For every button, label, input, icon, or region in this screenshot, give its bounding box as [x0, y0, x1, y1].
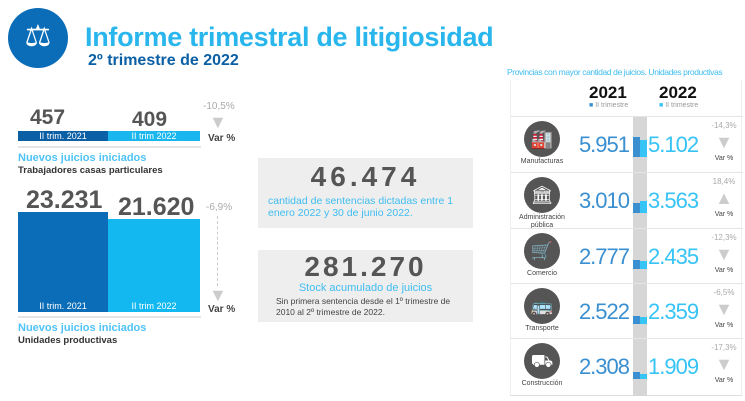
bar-2022: [640, 140, 647, 157]
sub-label: II trimestre: [665, 102, 699, 109]
arrow-down-icon: ▼: [715, 132, 733, 152]
dashed-line: [217, 216, 218, 286]
section-title: Nuevos juicios iniciados: [18, 152, 147, 164]
var-label: Var %: [208, 133, 236, 144]
bar-label: II trim 2022: [131, 301, 177, 311]
row-label: Manufacturas: [520, 158, 564, 165]
center-column: [633, 116, 647, 396]
row-label: Transporte: [525, 325, 559, 332]
bar-2021: II trim. 2021: [18, 212, 108, 312]
bar-2022: II trim 2022: [108, 131, 200, 141]
bar-2021: [633, 260, 640, 269]
sub-label: II trimestre: [595, 102, 629, 109]
value-2021: 3.010: [578, 188, 630, 213]
shopping-cart-icon: 🛒: [524, 233, 560, 269]
value-2021: 2.777: [578, 244, 630, 269]
arrow-down-icon: ▼: [715, 354, 733, 374]
var-percent: 18,4%: [712, 177, 736, 186]
year-2022-sub: ■ II trimestre: [659, 102, 699, 109]
government-building-icon: 🏛: [524, 177, 560, 213]
provincia-row: 🏭 Manufacturas 5.951 5.102 -14,3% ▼ Var …: [511, 116, 743, 172]
var-percent: -10,5%: [203, 101, 235, 112]
row-label: Construcción: [521, 380, 563, 387]
wheelbarrow-icon: ⛟: [524, 343, 560, 379]
value-2021: 2.522: [578, 299, 630, 324]
value-2021: 5.951: [578, 132, 630, 157]
bar-2022: [640, 317, 647, 324]
year-2021: 2021: [589, 83, 627, 102]
divider: [18, 316, 201, 318]
logo: ⚖: [8, 8, 68, 68]
value-2021: 23.231: [26, 186, 103, 214]
section-title: Nuevos juicios iniciados: [18, 322, 147, 334]
row-label: Administración pública: [519, 214, 565, 229]
var-label: Var %: [714, 267, 734, 274]
stock-text: Sin primera sentencia desde el 1º trimes…: [276, 296, 451, 317]
provincia-row: 🚌 Transporte 2.522 2.359 -6,5% ▼ Var %: [511, 283, 743, 339]
provincia-row: 🏛 Administración pública 3.010 3.563 18,…: [511, 172, 743, 229]
stock-box: 281.270 Stock acumulado de juicios Sin p…: [258, 250, 473, 322]
var-percent: -17,3%: [711, 343, 737, 352]
year-2022: 2022: [659, 83, 697, 102]
row-label: Comercio: [527, 270, 557, 277]
value-2022: 2.359: [648, 299, 699, 324]
value-2022: 1.909: [648, 354, 699, 379]
scales-icon: ⚖: [24, 20, 52, 53]
sentencias-value: 46.474: [310, 161, 421, 192]
bar-2021: II trim. 2021: [18, 131, 108, 141]
bar-2022: [640, 201, 647, 213]
value-2022: 5.102: [648, 132, 699, 157]
provincia-row: 🛒 Comercio 2.777 2.435 -12,3% ▼ Var %: [511, 228, 743, 284]
bar-2021: [633, 137, 640, 157]
bar-2021: [633, 372, 640, 379]
var-label: Var %: [208, 304, 236, 315]
bar-label: II trim. 2021: [39, 301, 87, 311]
var-percent: -14,3%: [711, 121, 737, 130]
value-2021: 2.308: [578, 354, 630, 379]
provincias-panel: 2021 ■ II trimestre 2022 ■ II trimestre …: [510, 80, 743, 396]
var-label: Var %: [714, 377, 734, 384]
value-2022: 409: [132, 108, 168, 131]
panel-title: Provincias con mayor cantidad de juicios…: [507, 67, 723, 77]
arrow-up-icon: ▲: [715, 188, 733, 208]
bar-2022: II trim 2022: [108, 219, 200, 312]
page-title: Informe trimestral de litigiosidad: [85, 22, 494, 52]
var-label: Var %: [714, 211, 734, 218]
bar-2022: [640, 374, 647, 379]
sentencias-text: cantidad de sentencias dictadas entre 1 …: [268, 195, 454, 219]
value-2022: 21.620: [118, 193, 195, 221]
section-subtitle: Unidades productivas: [18, 335, 118, 346]
bar-2022: [640, 261, 647, 269]
arrow-down-icon: ▼: [209, 285, 227, 305]
stock-title: Stock acumulado de juicios: [298, 282, 433, 294]
arrow-down-icon: ▼: [209, 112, 227, 132]
var-label: Var %: [714, 322, 734, 329]
value-2022: 3.563: [648, 188, 699, 213]
value-2022: 2.435: [648, 244, 699, 269]
var-percent: -6,5%: [713, 288, 735, 297]
factory-icon: 🏭: [524, 121, 560, 157]
var-percent: -12,3%: [711, 233, 737, 242]
bar-2021: [633, 203, 640, 213]
bar-2021: [633, 316, 640, 324]
page-subtitle: 2º trimestre de 2022: [88, 52, 239, 69]
value-2021: 457: [30, 106, 66, 129]
arrow-down-icon: ▼: [715, 299, 733, 319]
year-2021-sub: ■ II trimestre: [589, 102, 629, 109]
var-percent: -6,9%: [206, 202, 233, 213]
sentencias-box: 46.474 cantidad de sentencias dictadas e…: [258, 158, 473, 228]
stock-value: 281.270: [304, 251, 427, 282]
section-subtitle: Trabajadores casas particulares: [18, 165, 163, 176]
provincia-row: ⛟ Construcción 2.308 1.909 -17,3% ▼ Var …: [511, 338, 743, 394]
arrow-down-icon: ▼: [715, 244, 733, 264]
var-label: Var %: [714, 155, 734, 162]
bus-icon: 🚌: [524, 288, 560, 324]
divider: [18, 146, 201, 148]
